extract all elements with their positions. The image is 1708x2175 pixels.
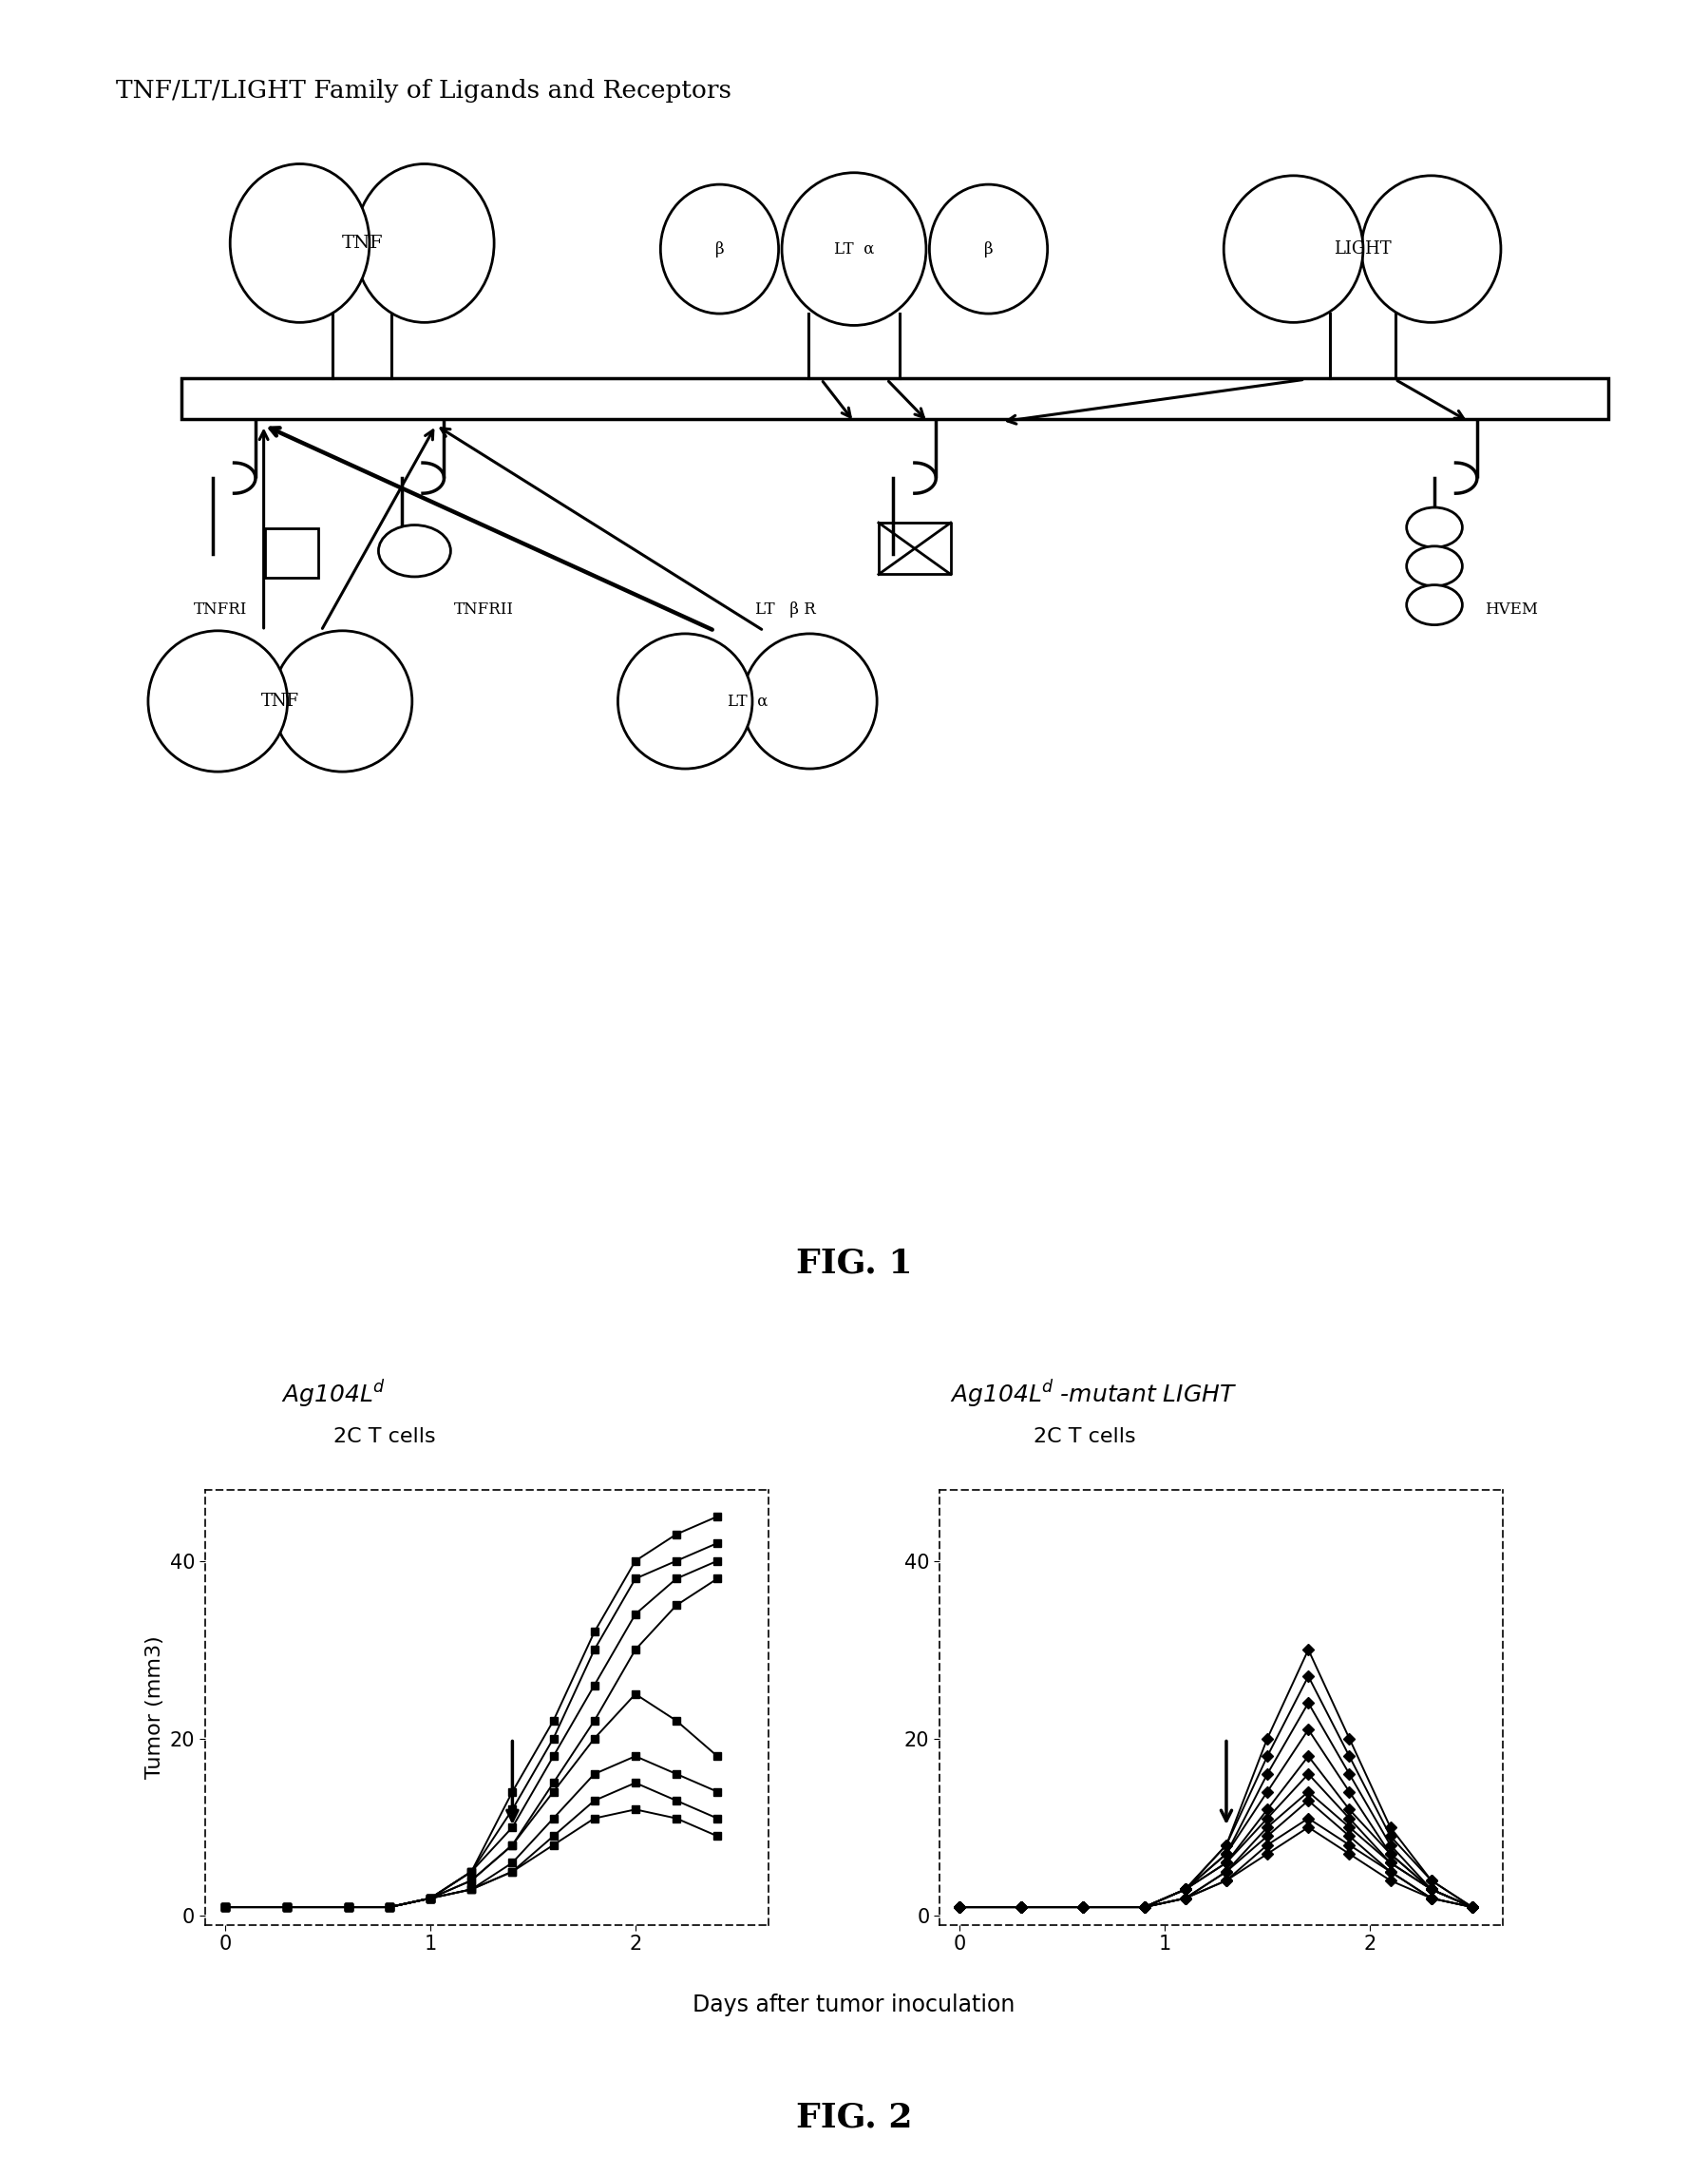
Bar <box>265 529 318 579</box>
Ellipse shape <box>661 185 779 313</box>
Text: FIG. 1: FIG. 1 <box>796 1246 912 1279</box>
Ellipse shape <box>355 163 494 322</box>
Text: 2C T cells: 2C T cells <box>333 1427 436 1446</box>
Text: LIGHT: LIGHT <box>1334 241 1390 257</box>
Ellipse shape <box>231 163 369 322</box>
Circle shape <box>1407 546 1462 585</box>
Text: TNF: TNF <box>342 235 383 252</box>
Bar <box>181 378 1609 420</box>
Ellipse shape <box>1223 176 1363 322</box>
Text: LT  α: LT α <box>728 694 767 709</box>
Text: 2C T cells: 2C T cells <box>1033 1427 1136 1446</box>
Text: LT   β R: LT β R <box>755 600 816 618</box>
Ellipse shape <box>273 631 412 772</box>
Y-axis label: Tumor (mm3): Tumor (mm3) <box>145 1636 164 1779</box>
Circle shape <box>379 524 451 576</box>
Circle shape <box>1407 507 1462 548</box>
Ellipse shape <box>1361 176 1501 322</box>
Text: FIG. 2: FIG. 2 <box>796 2101 912 2134</box>
Text: TNF: TNF <box>261 692 299 709</box>
Text: TNF/LT/LIGHT Family of Ligands and Receptors: TNF/LT/LIGHT Family of Ligands and Recep… <box>116 78 731 102</box>
Text: LT  α: LT α <box>834 241 874 257</box>
Ellipse shape <box>782 172 926 326</box>
Ellipse shape <box>743 633 876 768</box>
Ellipse shape <box>929 185 1047 313</box>
Text: Ag104L$^d$ -mutant LIGHT: Ag104L$^d$ -mutant LIGHT <box>950 1379 1237 1409</box>
Text: TNFRI: TNFRI <box>193 600 246 618</box>
Text: β: β <box>984 241 992 257</box>
Text: Days after tumor inoculation: Days after tumor inoculation <box>693 1994 1015 2016</box>
Text: Ag104L$^d$: Ag104L$^d$ <box>282 1379 384 1409</box>
Text: TNFRII: TNFRII <box>454 600 514 618</box>
Text: β: β <box>716 241 724 257</box>
Text: HVEM: HVEM <box>1486 600 1539 618</box>
Ellipse shape <box>618 633 752 768</box>
Circle shape <box>1407 585 1462 624</box>
Ellipse shape <box>149 631 287 772</box>
